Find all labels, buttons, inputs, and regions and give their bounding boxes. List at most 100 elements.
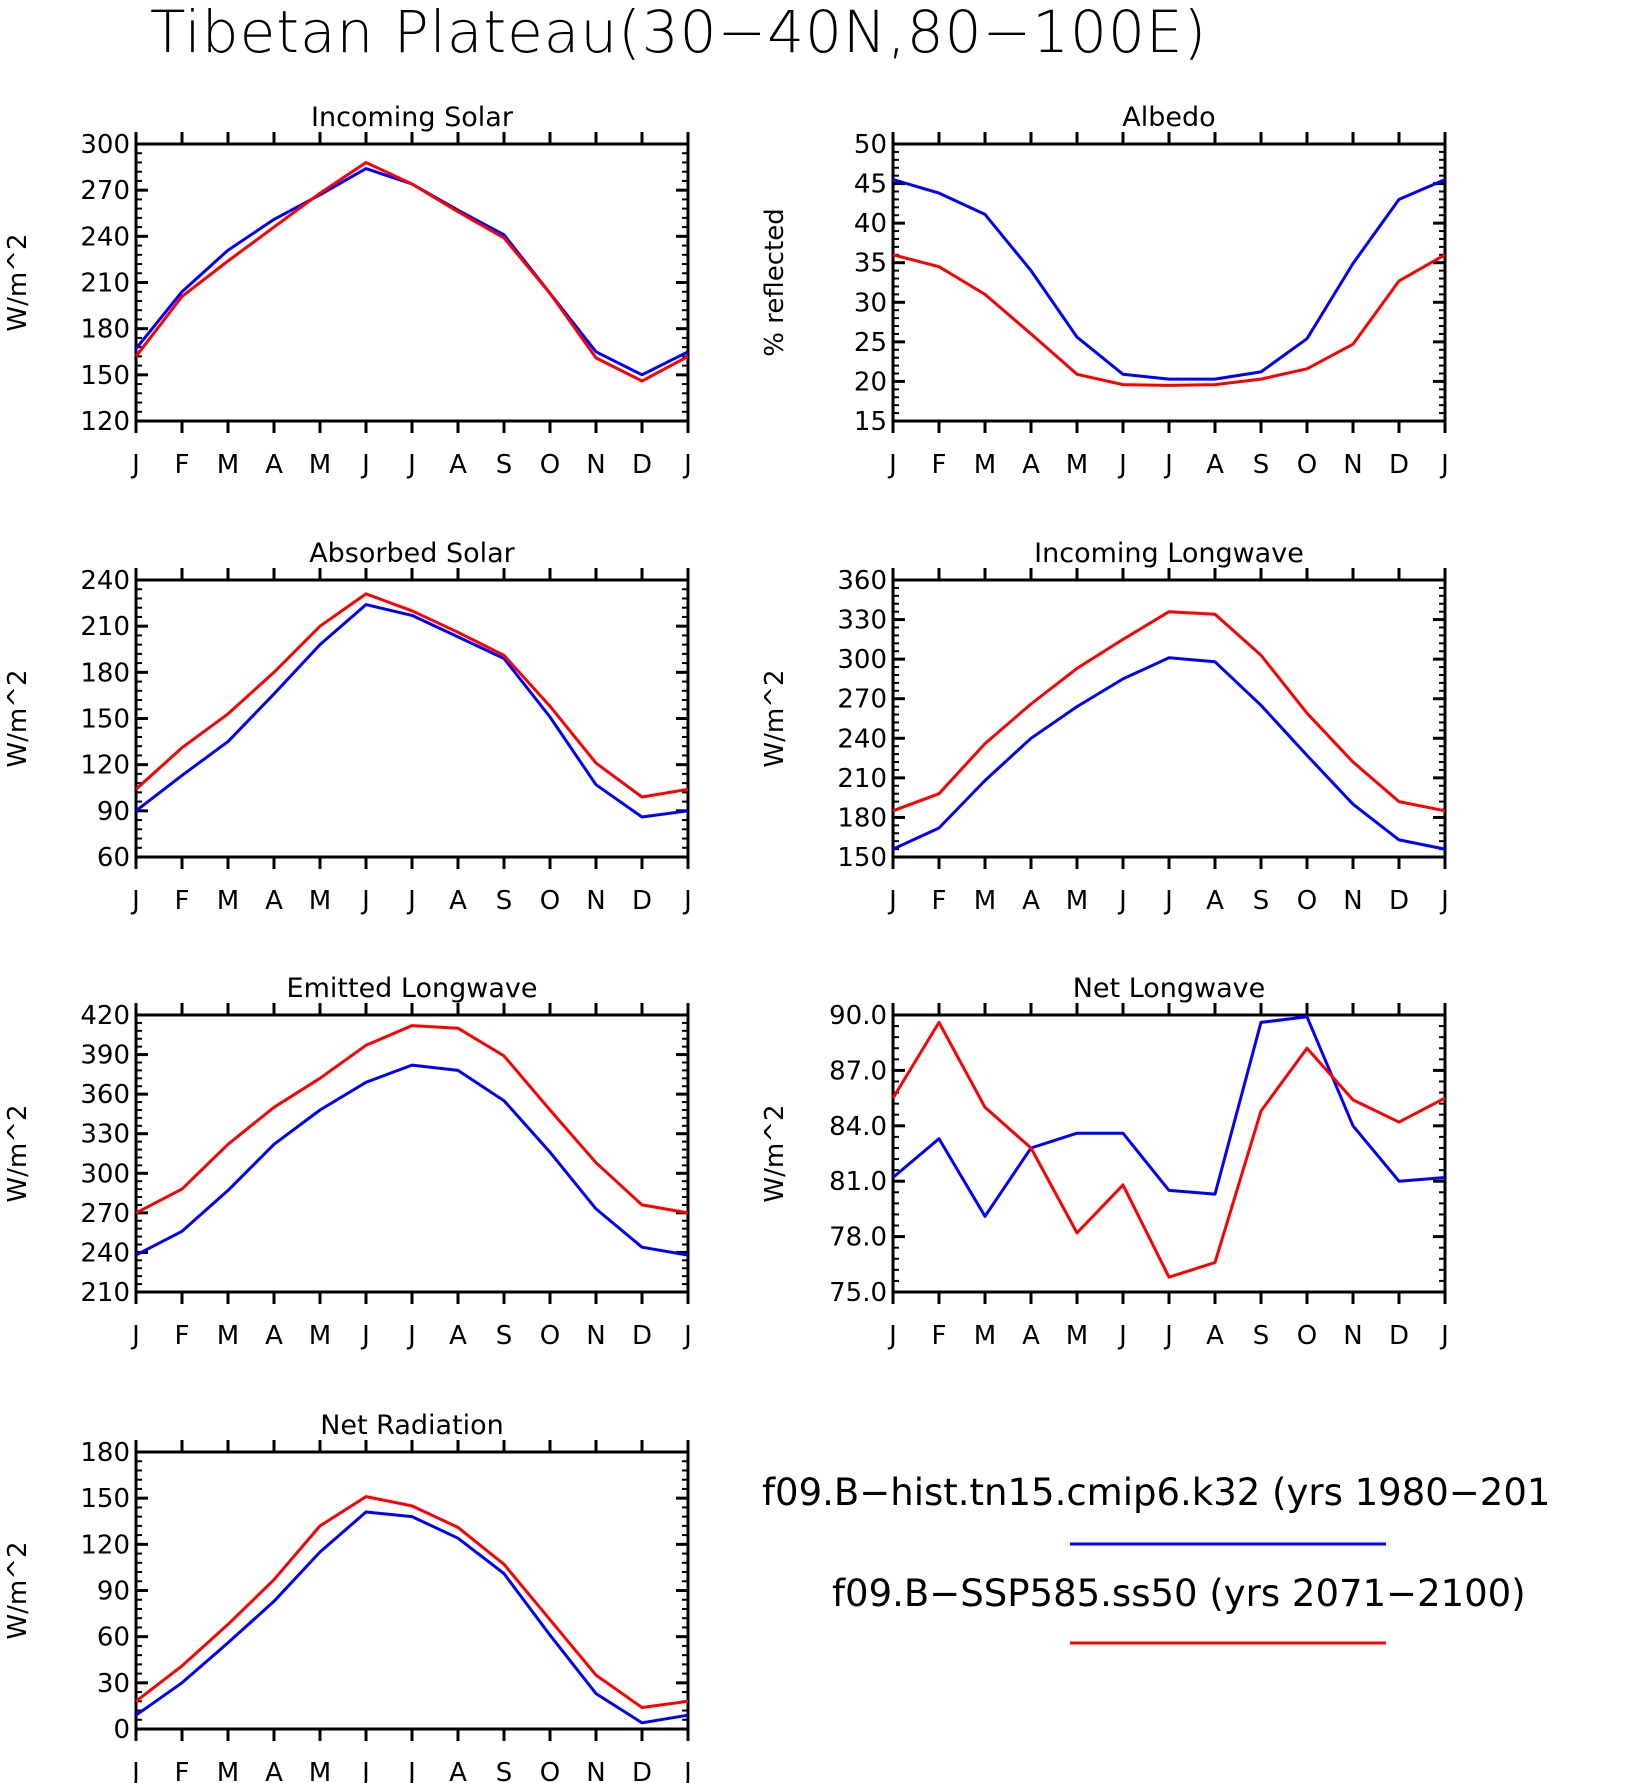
x-tick-label: J <box>406 886 416 916</box>
x-tick-label: S <box>496 886 513 916</box>
x-tick-label: O <box>540 886 560 916</box>
x-tick-label: M <box>309 886 331 916</box>
y-tick-label: 20 <box>854 367 887 397</box>
series-line-historical <box>134 167 689 377</box>
y-tick-label: 25 <box>854 328 887 358</box>
x-tick-label: A <box>449 1758 467 1783</box>
y-tick-label: 270 <box>837 685 887 715</box>
x-tick-label: D <box>1389 886 1409 916</box>
legend-label-historical: f09.B−hist.tn15.cmip6.k32 (yrs 1980−201 <box>762 1471 1550 1514</box>
y-tick-label: 84.0 <box>829 1112 887 1142</box>
x-tick-label: J <box>682 450 692 480</box>
x-tick-label: M <box>1066 886 1088 916</box>
x-tick-label: A <box>1022 450 1040 480</box>
x-tick-label: J <box>360 1321 370 1351</box>
x-tick-label: S <box>496 1758 513 1783</box>
x-tick-label: A <box>265 1321 283 1351</box>
figure-title: Tibetan Plateau(30−40N,80−100E) <box>150 0 1207 66</box>
y-tick-label: 90.0 <box>829 1001 887 1031</box>
y-tick-label: 300 <box>80 1159 130 1189</box>
x-tick-label: M <box>217 1321 239 1351</box>
x-tick-label: O <box>540 1758 560 1783</box>
panel-title: Incoming Longwave <box>1034 538 1304 569</box>
x-tick-label: D <box>632 1758 652 1783</box>
x-tick-label: A <box>265 450 283 480</box>
x-tick-label: M <box>309 1758 331 1783</box>
x-tick-label: D <box>632 450 652 480</box>
x-tick-label: J <box>682 1321 692 1351</box>
series-line-historical <box>135 1063 689 1257</box>
y-tick-label: 270 <box>80 1199 130 1229</box>
x-tick-label: S <box>1253 1321 1270 1351</box>
y-tick-label: 120 <box>80 1530 130 1560</box>
y-tick-label: 300 <box>80 130 130 160</box>
x-tick-label: J <box>1163 886 1173 916</box>
y-tick-label: 150 <box>80 361 130 391</box>
series-line-ssp585 <box>892 253 1446 387</box>
y-tick-label: 50 <box>854 130 887 160</box>
x-tick-label: O <box>540 450 560 480</box>
plot-frame <box>134 1450 690 1731</box>
x-tick-label: J <box>1439 450 1449 480</box>
y-tick-label: 120 <box>80 751 130 781</box>
x-tick-label: J <box>1117 1321 1127 1351</box>
x-tick-label: N <box>586 1758 605 1783</box>
x-tick-label: M <box>1066 1321 1088 1351</box>
x-tick-label: A <box>1206 1321 1224 1351</box>
series-line-ssp585 <box>134 161 689 383</box>
series-line-ssp585 <box>135 1495 689 1709</box>
series-line-historical <box>892 178 1446 381</box>
x-tick-label: J <box>406 1758 416 1783</box>
y-tick-label: 180 <box>80 1438 130 1468</box>
y-tick-label: 300 <box>837 645 887 675</box>
x-tick-label: J <box>1163 1321 1173 1351</box>
legend: f09.B−hist.tn15.cmip6.k32 (yrs 1980−201 … <box>762 1471 1550 1645</box>
series-line-historical <box>892 1015 1446 1218</box>
x-tick-label: A <box>265 1758 283 1783</box>
series-line-ssp585 <box>892 610 1446 813</box>
x-tick-label: N <box>586 450 605 480</box>
x-tick-label: A <box>1206 886 1224 916</box>
y-axis-label: W/m^2 <box>760 1104 790 1202</box>
x-tick-label: M <box>217 1758 239 1783</box>
y-tick-label: 60 <box>97 1623 130 1653</box>
chart-incoming-solar: Incoming Solar W/m^2 120 150 180 210 240 270 300… <box>3 102 692 480</box>
y-tick-label: 0 <box>113 1715 130 1745</box>
y-axis-label: W/m^2 <box>760 669 790 767</box>
x-tick-label: A <box>1022 886 1040 916</box>
chart-emitted-longwave: Emitted Longwave W/m^2 210 240 270 300 330 360 3… <box>3 973 692 1351</box>
x-tick-label: A <box>1022 1321 1040 1351</box>
x-tick-label: J <box>682 1758 692 1783</box>
x-tick-label: J <box>360 450 370 480</box>
y-tick-label: 240 <box>80 566 130 596</box>
x-tick-label: F <box>932 886 947 916</box>
series-line-historical <box>135 1510 689 1725</box>
series-line-ssp585 <box>135 1024 689 1215</box>
y-tick-label: 150 <box>837 843 887 873</box>
x-tick-label: M <box>309 1321 331 1351</box>
y-axis-label: W/m^2 <box>3 1541 33 1639</box>
x-tick-label: O <box>1297 886 1317 916</box>
x-tick-label: J <box>887 886 897 916</box>
y-tick-label: 180 <box>80 658 130 688</box>
y-tick-label: 30 <box>97 1669 130 1699</box>
y-axis-label: W/m^2 <box>3 1104 33 1202</box>
x-tick-label: A <box>265 886 283 916</box>
legend-label-ssp585: f09.B−SSP585.ss50 (yrs 2071−2100) <box>832 1572 1526 1615</box>
panels: Incoming SolarW/m^2120150180210240270300… <box>3 102 1449 1783</box>
x-tick-label: A <box>1206 450 1224 480</box>
x-tick-label: J <box>130 886 140 916</box>
plot-frame <box>891 578 1447 859</box>
x-tick-label: M <box>974 1321 996 1351</box>
x-tick-label: J <box>1439 886 1449 916</box>
series-line-ssp585 <box>134 592 689 799</box>
x-tick-label: J <box>682 886 692 916</box>
x-tick-label: J <box>1117 886 1127 916</box>
x-tick-label: N <box>1343 450 1362 480</box>
x-tick-label: F <box>175 1321 190 1351</box>
x-tick-label: N <box>586 886 605 916</box>
y-tick-label: 180 <box>837 803 887 833</box>
y-tick-label: 45 <box>854 170 887 200</box>
series-line-historical <box>135 603 689 819</box>
